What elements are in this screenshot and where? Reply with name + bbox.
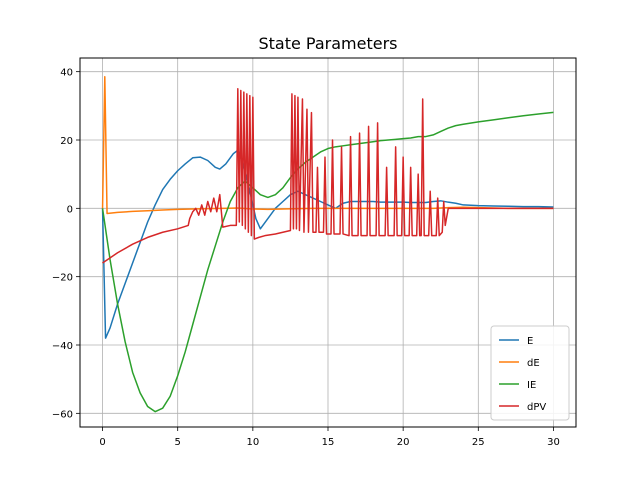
- legend-label-ie: IE: [527, 380, 536, 391]
- y-tick-label: −20: [52, 273, 73, 284]
- legend-label-de: dE: [527, 358, 540, 369]
- legend-label-e: E: [527, 336, 533, 347]
- x-tick-label: 15: [322, 437, 335, 448]
- x-tick-label: 10: [246, 437, 259, 448]
- x-tick-label: 30: [547, 437, 560, 448]
- axis-ticks: 0 5 10 15 20 25 30 −60 −40 −20 0 20 40: [52, 68, 560, 448]
- y-tick-label: −60: [52, 409, 73, 420]
- series-line-dpv: [102, 88, 554, 264]
- x-tick-label: 25: [472, 437, 485, 448]
- series-lines: [101, 76, 554, 413]
- y-tick-label: −40: [52, 341, 73, 352]
- x-tick-label: 20: [397, 437, 410, 448]
- x-tick-label: 0: [99, 437, 105, 448]
- legend-box: [490, 325, 570, 421]
- y-tick-label: 20: [60, 136, 73, 147]
- y-tick-label: 0: [67, 204, 73, 215]
- y-tick-label: 40: [60, 68, 73, 79]
- x-tick-label: 5: [175, 437, 181, 448]
- chart-title: State Parameters: [258, 34, 397, 53]
- legend: EdE IE dPV: [490, 325, 570, 421]
- legend-label-dpv: dPV: [527, 402, 546, 413]
